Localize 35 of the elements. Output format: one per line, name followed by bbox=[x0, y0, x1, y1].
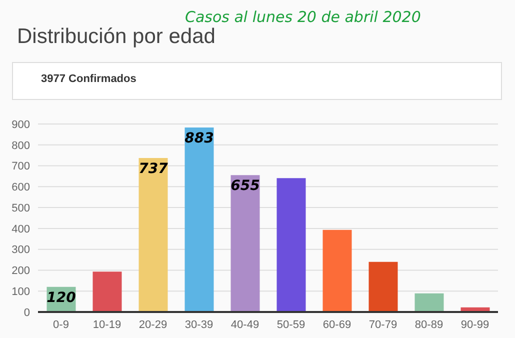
y-tick-label: 400 bbox=[12, 223, 30, 236]
text: 3977 Confirmados bbox=[41, 73, 136, 85]
chart-subtitle: Casos al lunes 20 de abril 2020 bbox=[185, 8, 421, 26]
bar bbox=[368, 262, 398, 312]
bar bbox=[92, 272, 122, 312]
data-label: 737 bbox=[138, 161, 168, 178]
x-tick-label: 0-9 bbox=[53, 318, 69, 331]
bar bbox=[322, 230, 352, 312]
data-label: 655 bbox=[230, 178, 260, 194]
x-tick-label: 20-29 bbox=[138, 318, 168, 331]
x-tick-label: 70-79 bbox=[368, 318, 398, 331]
x-tick-label: 80-89 bbox=[414, 318, 444, 331]
y-tick-label: 300 bbox=[12, 244, 30, 256]
bar bbox=[184, 128, 214, 312]
x-tick-label: 30-39 bbox=[184, 318, 214, 331]
chart-title: Distribución por edad bbox=[17, 25, 216, 49]
bar bbox=[138, 158, 168, 312]
y-tick-label: 700 bbox=[12, 160, 30, 173]
x-tick-label: 40-49 bbox=[230, 318, 260, 331]
x-tick-label: 50-59 bbox=[276, 318, 306, 331]
y-tick-label: 100 bbox=[12, 286, 30, 298]
bar bbox=[414, 293, 444, 312]
x-tick-label: 10-19 bbox=[92, 318, 122, 331]
y-tick-label: 600 bbox=[12, 182, 30, 194]
y-tick-label: 200 bbox=[12, 265, 30, 278]
bar bbox=[230, 175, 260, 312]
data-label: 120 bbox=[46, 290, 76, 306]
x-tick-label: 60-69 bbox=[322, 318, 352, 331]
data-label: 883 bbox=[184, 130, 214, 147]
y-tick-label: 500 bbox=[12, 202, 30, 214]
y-tick-label: 800 bbox=[12, 140, 30, 152]
y-tick-label: 900 bbox=[12, 118, 30, 131]
bar bbox=[276, 178, 306, 312]
x-tick-label: 90-99 bbox=[460, 318, 490, 331]
y-tick-label: 0 bbox=[24, 306, 30, 319]
